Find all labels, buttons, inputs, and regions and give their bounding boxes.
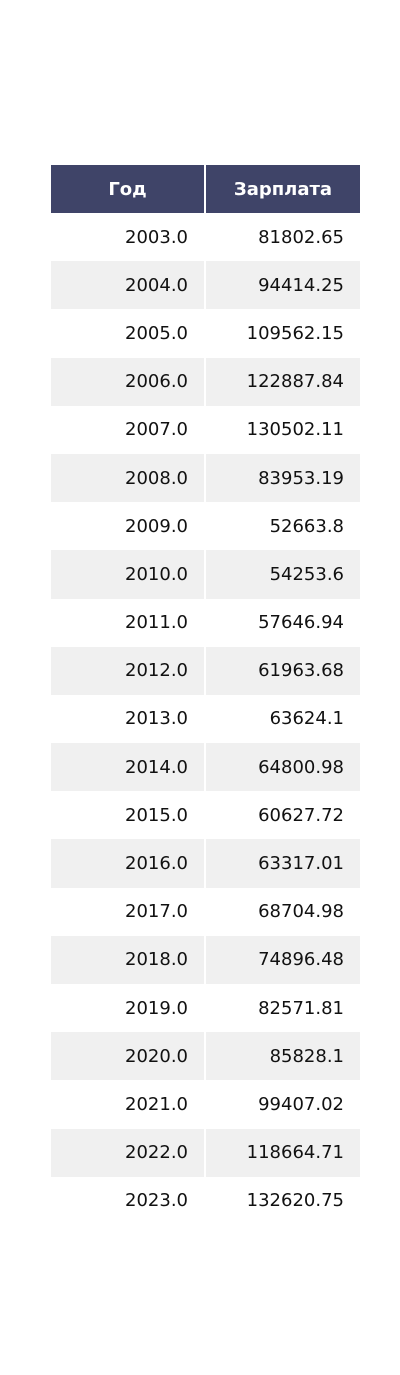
salary-cell: 132620.75 [204,1176,360,1225]
year-cell: 2022.0 [51,1128,205,1177]
table-row: 2017.0 68704.98 [51,887,360,936]
salary-cell: 85828.1 [204,1032,360,1081]
salary-cell: 54253.6 [204,550,360,599]
table-row: 2011.0 57646.94 [51,598,360,647]
year-cell: 2021.0 [51,1080,205,1129]
year-cell: 2013.0 [51,694,205,744]
salary-cell: 82571.81 [204,984,360,1033]
year-cell: 2011.0 [51,598,205,647]
table-row: 2019.0 82571.81 [51,984,360,1033]
column-header-year: Год [51,165,205,213]
salary-cell: 109562.15 [204,309,360,358]
table-row: 2021.0 99407.02 [51,1080,360,1129]
year-cell: 2014.0 [51,743,205,792]
table-row: 2006.0 122887.84 [51,357,360,406]
table-row: 2018.0 74896.48 [51,935,360,984]
year-cell: 2009.0 [51,502,205,551]
table-row: 2016.0 63317.01 [51,839,360,888]
year-cell: 2005.0 [51,309,205,358]
year-cell: 2012.0 [51,646,205,695]
table-row: 2010.0 54253.6 [51,550,360,599]
salary-cell: 57646.94 [204,598,360,647]
year-cell: 2015.0 [51,791,205,840]
year-cell: 2019.0 [51,984,205,1033]
salary-cell: 94414.25 [204,261,360,310]
table-row: 2023.0 132620.75 [51,1176,360,1225]
year-cell: 2020.0 [51,1032,205,1081]
salary-cell: 122887.84 [204,357,360,406]
salary-cell: 63317.01 [204,839,360,888]
table-row: 2022.0 118664.71 [51,1128,360,1177]
table-row: 2014.0 64800.98 [51,743,360,792]
table-row: 2008.0 83953.19 [51,453,360,503]
salary-cell: 99407.02 [204,1080,360,1129]
year-cell: 2003.0 [51,213,205,262]
salary-cell: 81802.65 [204,213,360,262]
salary-cell: 63624.1 [204,694,360,744]
column-header-salary: Зарплата [204,165,360,213]
salary-cell: 118664.71 [204,1128,360,1177]
year-cell: 2007.0 [51,405,205,454]
table-row: 2020.0 85828.1 [51,1032,360,1081]
salary-cell: 52663.8 [204,502,360,551]
table-row: 2015.0 60627.72 [51,791,360,840]
year-cell: 2004.0 [51,261,205,310]
salary-cell: 74896.48 [204,935,360,984]
table-body: 2003.0 81802.65 2004.0 94414.25 2005.0 109562… [51,213,360,1225]
year-cell: 2016.0 [51,839,205,888]
table-header: Год Зарплата [51,165,360,213]
year-cell: 2017.0 [51,887,205,936]
year-cell: 2018.0 [51,935,205,984]
table-row: 2013.0 63624.1 [51,694,360,744]
year-cell: 2023.0 [51,1176,205,1225]
table-row: 2009.0 52663.8 [51,502,360,551]
salary-cell: 60627.72 [204,791,360,840]
salary-cell: 61963.68 [204,646,360,695]
table-row: 2005.0 109562.15 [51,309,360,358]
year-cell: 2008.0 [51,453,205,503]
header-row: Год Зарплата [51,165,360,213]
salary-cell: 130502.11 [204,405,360,454]
salary-cell: 68704.98 [204,887,360,936]
table-row: 2003.0 81802.65 [51,213,360,262]
year-cell: 2010.0 [51,550,205,599]
year-cell: 2006.0 [51,357,205,406]
table-row: 2007.0 130502.11 [51,405,360,454]
salary-cell: 83953.19 [204,453,360,503]
salary-cell: 64800.98 [204,743,360,792]
table-row: 2004.0 94414.25 [51,261,360,310]
salary-table: Год Зарплата 2003.0 81802.65 2004.0 94414.2… [51,165,360,1225]
table-row: 2012.0 61963.68 [51,646,360,695]
